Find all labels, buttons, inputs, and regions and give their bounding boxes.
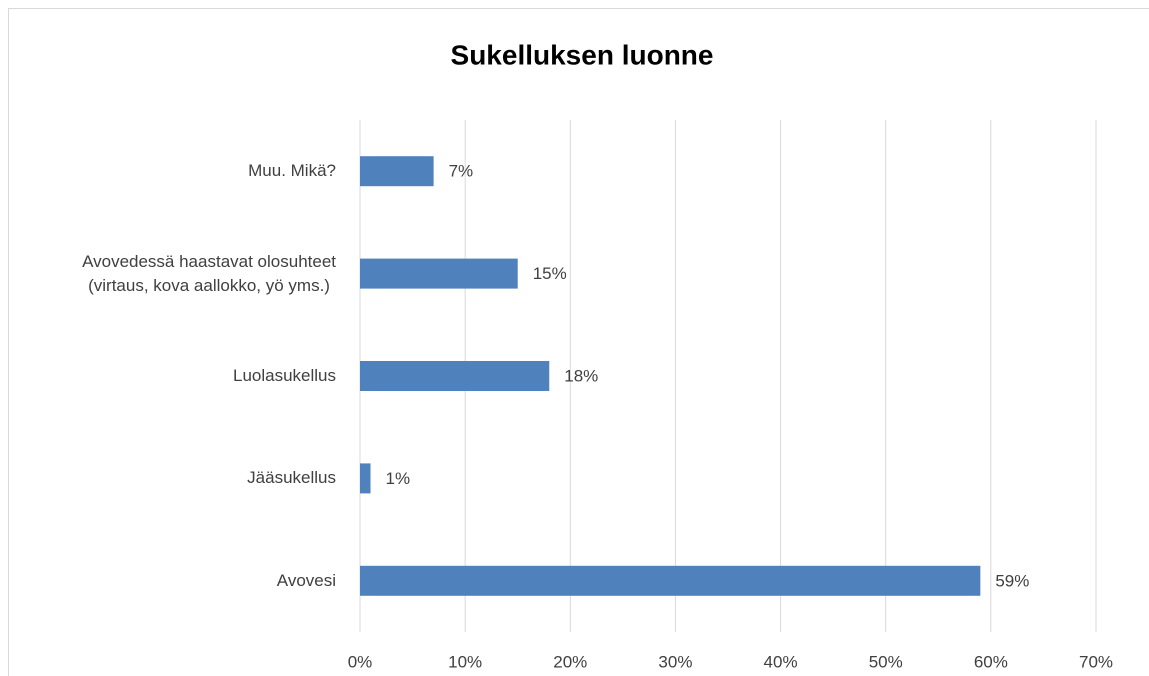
data-label: 7% bbox=[449, 162, 474, 181]
y-tick-label: Avovesi bbox=[276, 570, 336, 590]
bar bbox=[360, 565, 981, 596]
x-tick-label: 60% bbox=[974, 652, 1008, 671]
chart-border bbox=[8, 8, 1149, 676]
x-tick-label: 40% bbox=[764, 652, 798, 671]
x-tick-label: 70% bbox=[1079, 652, 1113, 671]
x-tick-label: 50% bbox=[869, 652, 903, 671]
y-tick-label: Jääsukellus bbox=[247, 468, 336, 488]
data-label: 59% bbox=[995, 571, 1029, 590]
x-tick-label: 30% bbox=[658, 652, 692, 671]
x-tick-label: 20% bbox=[553, 652, 587, 671]
data-label: 1% bbox=[386, 469, 411, 488]
bar bbox=[360, 361, 550, 391]
y-tick-label: Avovedessä haastavat olosuhteet (virtaus… bbox=[82, 251, 336, 295]
y-tick-label: Luolasukellus bbox=[232, 365, 336, 385]
data-label: 18% bbox=[564, 366, 598, 385]
x-tick-label: 0% bbox=[348, 652, 373, 671]
bar bbox=[360, 156, 434, 187]
x-tick-label: 10% bbox=[448, 652, 482, 671]
y-tick-label: Muu. Mikä? bbox=[248, 161, 336, 181]
bar bbox=[360, 463, 371, 494]
chart-title: Sukelluksen luonne bbox=[451, 39, 714, 70]
data-label: 15% bbox=[533, 264, 567, 283]
bar bbox=[360, 258, 518, 289]
